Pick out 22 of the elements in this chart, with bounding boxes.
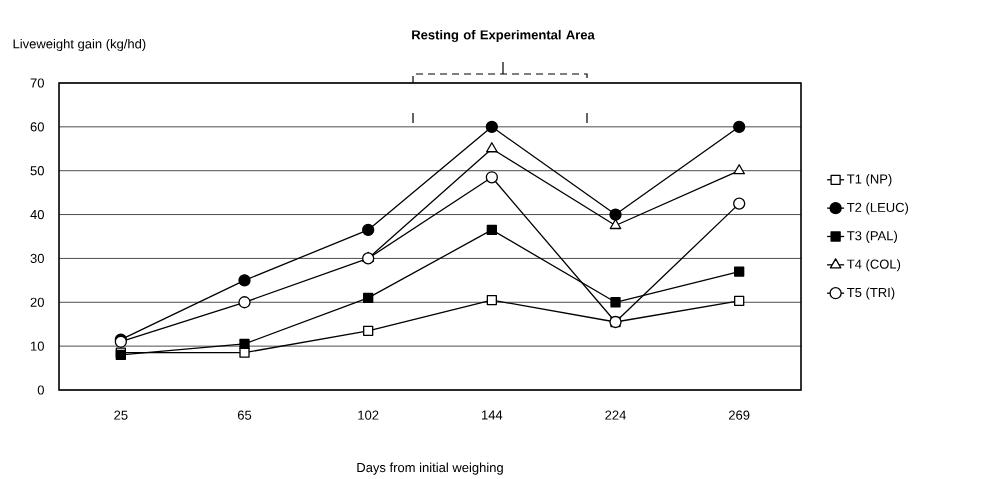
x-axis-title: Days from initial weighing [357,462,503,475]
legend-label: T2 (LEUC) [847,202,909,215]
legend-label: T3 (PAL) [847,230,897,243]
y-tick-label: 60 [30,122,44,132]
x-tick-label: 144 [481,410,503,420]
x-tick-label: 269 [728,410,750,420]
legend-label: T5 (TRI) [847,287,895,300]
legend-label: T4 (COL) [847,259,901,272]
x-tick-label: 224 [605,410,626,420]
y-tick-label: 50 [30,166,44,176]
y-tick-label: 0 [37,385,44,395]
x-tick-label: 25 [114,410,128,420]
legend-label: T1 (NP) [847,174,892,187]
text: Resting of Experimental Area [412,29,595,43]
y-axis-title: Liveweight gain (kg/hd) [13,38,146,52]
x-tick-label: 65 [237,410,252,420]
y-tick-label: 10 [31,341,44,351]
y-tick-label: 20 [30,297,44,307]
y-tick-label: 40 [30,209,44,220]
y-tick-label: 70 [30,78,44,88]
x-tick-label: 102 [358,410,379,420]
y-tick-label: 30 [30,253,44,264]
